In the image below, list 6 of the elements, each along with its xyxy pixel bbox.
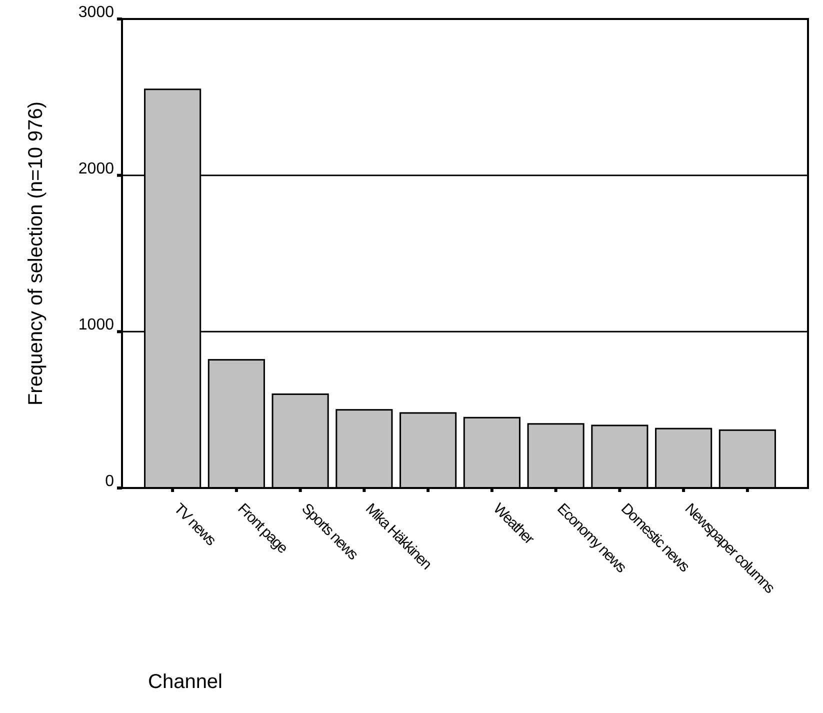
x-axis-title: Channel [148, 671, 223, 693]
y-tick-label: 0 [105, 473, 114, 490]
y-tick-label: 1000 [78, 316, 114, 334]
y-axis-title: Frequency of selection (n=10 976) [25, 101, 47, 406]
y-tick-label: 3000 [78, 4, 114, 21]
y-tick-label: 2000 [78, 160, 114, 178]
